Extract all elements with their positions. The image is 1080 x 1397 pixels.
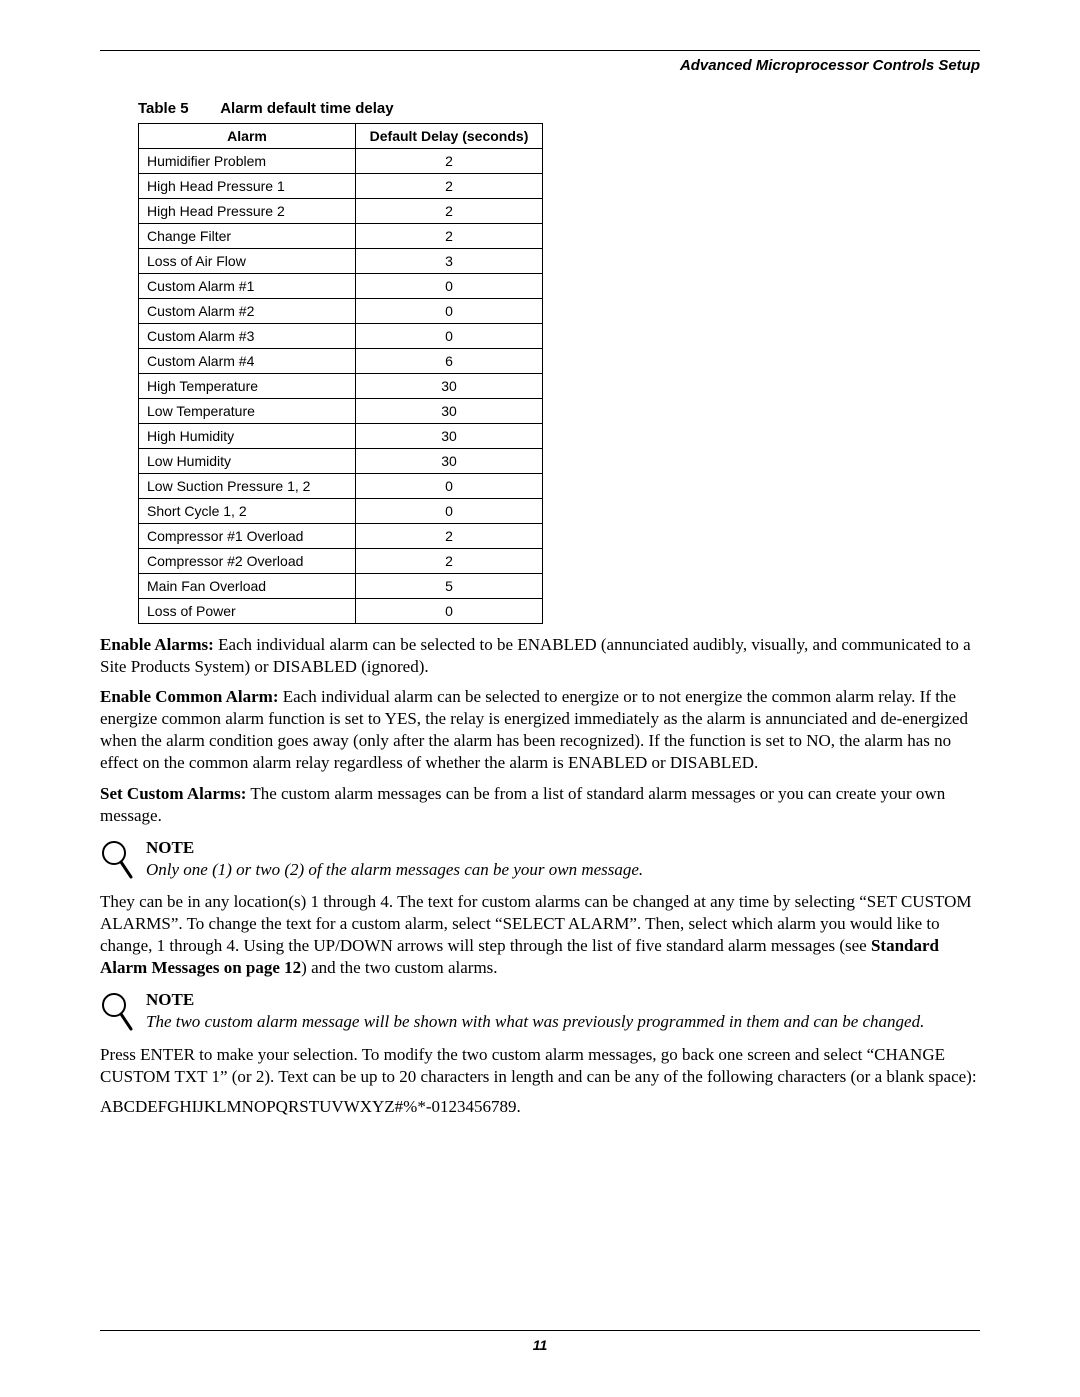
cell-alarm: Compressor #2 Overload xyxy=(139,549,356,574)
cell-alarm: Loss of Power xyxy=(139,599,356,624)
table-row: Compressor #2 Overload2 xyxy=(139,549,543,574)
cell-delay: 30 xyxy=(356,449,543,474)
cell-delay: 0 xyxy=(356,474,543,499)
cell-delay: 30 xyxy=(356,399,543,424)
table-row: Compressor #1 Overload2 xyxy=(139,524,543,549)
cell-alarm: Humidifier Problem xyxy=(139,149,356,174)
table-row: Custom Alarm #20 xyxy=(139,299,543,324)
cell-alarm: Main Fan Overload xyxy=(139,574,356,599)
cell-alarm: Compressor #1 Overload xyxy=(139,524,356,549)
body-text-2: They can be in any location(s) 1 through… xyxy=(100,891,980,979)
header-rule xyxy=(100,50,980,51)
table-row: Short Cycle 1, 20 xyxy=(139,499,543,524)
para-charset: ABCDEFGHIJKLMNOPQRSTUVWXYZ#%*-0123456789… xyxy=(100,1096,980,1118)
table-caption: Table 5 Alarm default time delay xyxy=(138,100,980,117)
cell-alarm: Low Temperature xyxy=(139,399,356,424)
footer-rule xyxy=(100,1330,980,1331)
cell-delay: 2 xyxy=(356,224,543,249)
magnifier-icon xyxy=(100,837,146,881)
cell-delay: 0 xyxy=(356,274,543,299)
table-title: Alarm default time delay xyxy=(220,100,393,117)
table-row: High Head Pressure 12 xyxy=(139,174,543,199)
lead-enable-common: Enable Common Alarm: xyxy=(100,687,279,706)
para-set-custom: Set Custom Alarms: The custom alarm mess… xyxy=(100,783,980,827)
page: Advanced Microprocessor Controls Setup T… xyxy=(0,0,1080,1397)
table-row: Main Fan Overload5 xyxy=(139,574,543,599)
cell-delay: 2 xyxy=(356,149,543,174)
text-locations-pre: They can be in any location(s) 1 through… xyxy=(100,892,972,955)
para-press-enter: Press ENTER to make your selection. To m… xyxy=(100,1044,980,1088)
note-text-1: Only one (1) or two (2) of the alarm mes… xyxy=(146,859,980,881)
cell-alarm: High Head Pressure 1 xyxy=(139,174,356,199)
table-row: Loss of Air Flow3 xyxy=(139,249,543,274)
table-row: Low Humidity30 xyxy=(139,449,543,474)
note-title-1: NOTE xyxy=(146,837,980,859)
text-locations-post: ) and the two custom alarms. xyxy=(301,958,497,977)
lead-enable-alarms: Enable Alarms: xyxy=(100,635,214,654)
table-row: Custom Alarm #10 xyxy=(139,274,543,299)
cell-delay: 2 xyxy=(356,174,543,199)
note-title-2: NOTE xyxy=(146,989,980,1011)
table-row: High Temperature30 xyxy=(139,374,543,399)
body-text: Enable Alarms: Each individual alarm can… xyxy=(100,634,980,827)
cell-alarm: High Humidity xyxy=(139,424,356,449)
footer: 11 xyxy=(100,1330,980,1353)
table-row: Low Suction Pressure 1, 20 xyxy=(139,474,543,499)
table-row: High Head Pressure 22 xyxy=(139,199,543,224)
note-block-2: NOTE The two custom alarm message will b… xyxy=(100,989,980,1033)
table-row: Custom Alarm #46 xyxy=(139,349,543,374)
table-label: Table 5 xyxy=(138,100,189,117)
cell-alarm: Low Humidity xyxy=(139,449,356,474)
col-header-delay: Default Delay (seconds) xyxy=(356,124,543,149)
cell-alarm: Custom Alarm #2 xyxy=(139,299,356,324)
text-enable-alarms: Each individual alarm can be selected to… xyxy=(100,635,971,676)
magnifier-icon xyxy=(100,989,146,1033)
cell-alarm: Custom Alarm #1 xyxy=(139,274,356,299)
table-row: Humidifier Problem2 xyxy=(139,149,543,174)
page-number: 11 xyxy=(100,1337,980,1353)
note-text-2: The two custom alarm message will be sho… xyxy=(146,1011,980,1033)
cell-delay: 30 xyxy=(356,424,543,449)
cell-delay: 2 xyxy=(356,549,543,574)
body-text-3: Press ENTER to make your selection. To m… xyxy=(100,1044,980,1118)
cell-alarm: Loss of Air Flow xyxy=(139,249,356,274)
cell-alarm: Change Filter xyxy=(139,224,356,249)
cell-delay: 0 xyxy=(356,599,543,624)
col-header-alarm: Alarm xyxy=(139,124,356,149)
table-row: Low Temperature30 xyxy=(139,399,543,424)
cell-delay: 6 xyxy=(356,349,543,374)
cell-delay: 5 xyxy=(356,574,543,599)
cell-alarm: Short Cycle 1, 2 xyxy=(139,499,356,524)
alarm-table: Alarm Default Delay (seconds) Humidifier… xyxy=(138,123,543,624)
section-title: Advanced Microprocessor Controls Setup xyxy=(100,57,980,74)
cell-delay: 3 xyxy=(356,249,543,274)
cell-delay: 30 xyxy=(356,374,543,399)
table-row: High Humidity30 xyxy=(139,424,543,449)
note-block-1: NOTE Only one (1) or two (2) of the alar… xyxy=(100,837,980,881)
para-locations: They can be in any location(s) 1 through… xyxy=(100,891,980,979)
cell-alarm: High Temperature xyxy=(139,374,356,399)
para-enable-common: Enable Common Alarm: Each individual ala… xyxy=(100,686,980,774)
cell-delay: 0 xyxy=(356,299,543,324)
cell-delay: 2 xyxy=(356,524,543,549)
cell-delay: 0 xyxy=(356,324,543,349)
lead-set-custom: Set Custom Alarms: xyxy=(100,784,246,803)
cell-alarm: Custom Alarm #4 xyxy=(139,349,356,374)
cell-delay: 0 xyxy=(356,499,543,524)
cell-alarm: Custom Alarm #3 xyxy=(139,324,356,349)
para-enable-alarms: Enable Alarms: Each individual alarm can… xyxy=(100,634,980,678)
table-header-row: Alarm Default Delay (seconds) xyxy=(139,124,543,149)
cell-alarm: High Head Pressure 2 xyxy=(139,199,356,224)
cell-delay: 2 xyxy=(356,199,543,224)
table-row: Custom Alarm #30 xyxy=(139,324,543,349)
cell-alarm: Low Suction Pressure 1, 2 xyxy=(139,474,356,499)
table-row: Loss of Power0 xyxy=(139,599,543,624)
table-row: Change Filter2 xyxy=(139,224,543,249)
